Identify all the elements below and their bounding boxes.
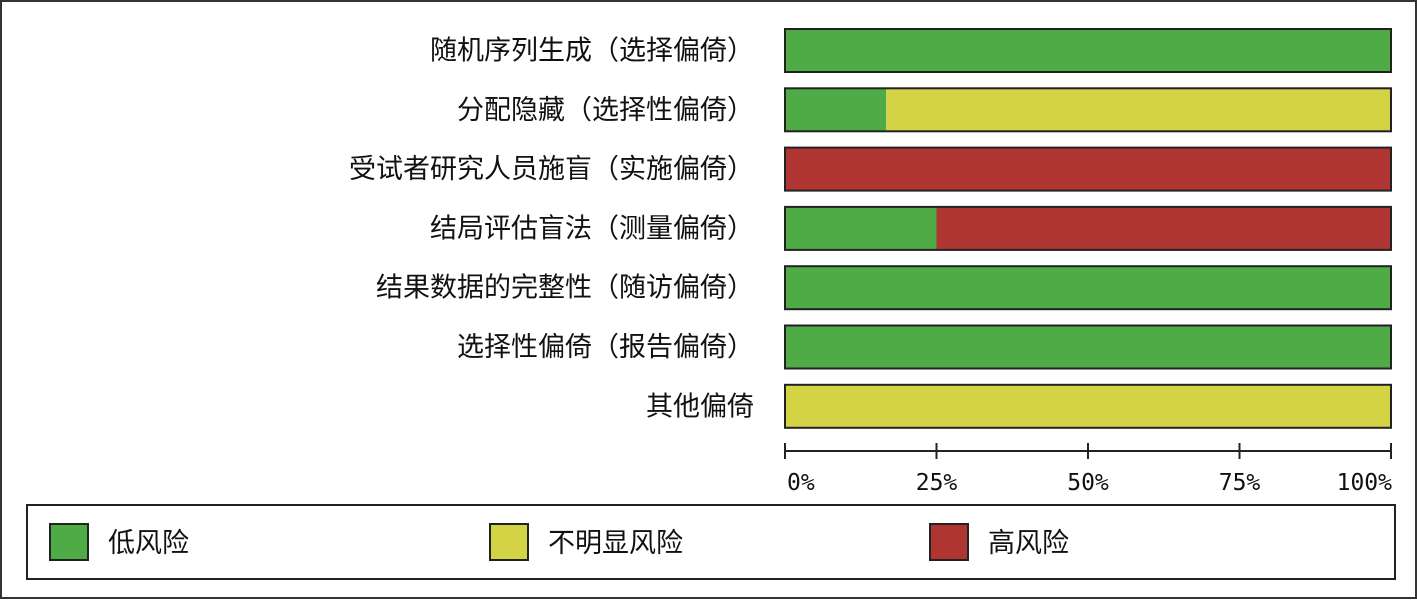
legend-swatch — [929, 523, 969, 561]
legend-swatch — [489, 523, 529, 561]
legend-swatch — [49, 523, 89, 561]
category-label: 结局评估盲法（测量偏倚） — [430, 213, 754, 244]
bar-segment — [886, 88, 1391, 132]
bars — [784, 28, 1392, 429]
category-label: 结果数据的完整性（随访偏倚） — [376, 273, 754, 304]
legend-box — [26, 504, 1396, 580]
category-label: 分配隐藏（选择性偏倚） — [457, 95, 754, 126]
x-tick-label: 25% — [916, 470, 958, 496]
category-label: 受试者研究人员施盲（实施偏倚） — [349, 154, 754, 185]
legend-label: 低风险 — [108, 528, 189, 559]
category-label: 随机序列生成（选择偏倚） — [430, 36, 754, 67]
bar-outline — [784, 28, 1392, 73]
bar-segment — [785, 147, 1391, 191]
x-tick-label: 50% — [1067, 470, 1109, 496]
x-tick-label: 100% — [1337, 470, 1393, 496]
bar-segment — [785, 206, 937, 250]
category-labels: 随机序列生成（选择偏倚） 分配隐藏（选择性偏倚） 受试者研究人员施盲（实施偏倚） 结局… — [349, 36, 754, 423]
x-tick-label: 75% — [1219, 470, 1261, 496]
bar-segment — [785, 29, 1391, 72]
legend-label: 不明显风险 — [548, 528, 683, 559]
x-tick-label: 0% — [787, 470, 815, 496]
x-axis: 0% 25% 50% 75% 100% — [784, 443, 1393, 496]
bar-outline — [784, 146, 1392, 192]
bar-segment — [785, 384, 1391, 428]
bar-outline — [784, 383, 1392, 429]
bar-outline — [784, 87, 1392, 133]
bar-segment — [936, 206, 1391, 250]
bar-segment — [785, 266, 1391, 310]
bar-outline — [784, 205, 1392, 251]
category-label: 选择性偏倚（报告偏倚） — [457, 332, 754, 363]
legend: 低风险 不明显风险 高风险 — [26, 504, 1396, 580]
bar-segment — [785, 325, 1391, 369]
bar-segment — [785, 88, 887, 132]
bar-outline — [784, 265, 1392, 311]
legend-label: 高风险 — [988, 528, 1069, 559]
category-label: 其他偏倚 — [646, 391, 754, 422]
bar-outline — [784, 324, 1392, 370]
